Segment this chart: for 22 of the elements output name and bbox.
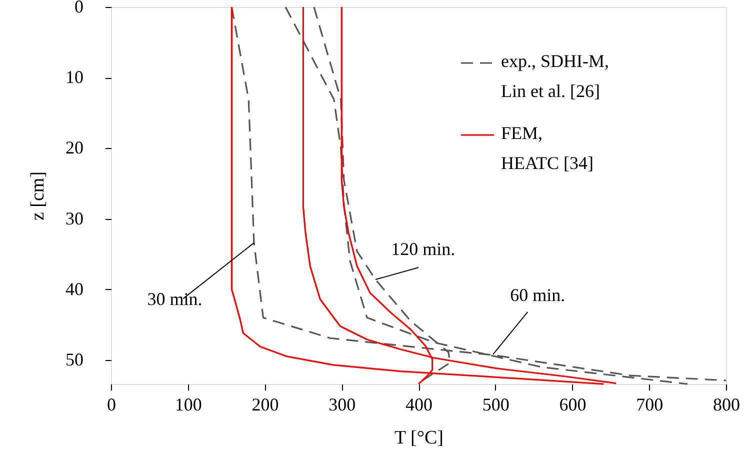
x-tick-label: 100 [174,394,202,414]
legend-label: FEM, HEATC [34] [501,123,594,173]
y-tick-label: 10 [66,67,84,88]
x-tick-label: 600 [559,394,586,414]
y-axis-title: z [cm] [28,171,48,221]
x-tick-label: 800 [713,394,740,414]
annotation: 120 min. [391,238,456,259]
annotation: 30 min. [147,288,202,309]
x-tick-label: 400 [406,394,432,414]
y-tick-label: 30 [66,208,84,228]
x-tick-label: 200 [252,394,279,414]
legend-label: exp., SDHI-M, Lin et al. [26] [501,51,609,101]
x-tick-label: 500 [482,394,510,414]
y-tick-label: 50 [66,349,84,370]
x-tick-label: 300 [328,394,356,414]
y-tick-label: 20 [66,138,84,158]
annotation: 60 min. [510,284,566,305]
y-tick-label: 40 [66,278,84,299]
x-tick-label: 700 [636,394,664,414]
x-tick-label: 0 [107,394,116,414]
x-axis-title: T [°C] [394,428,444,448]
y-tick-label: 0 [74,0,84,16]
